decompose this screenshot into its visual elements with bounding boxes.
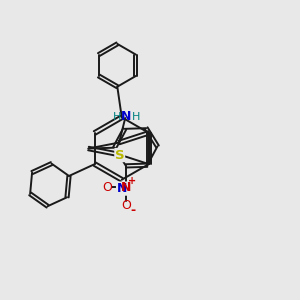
Text: N: N <box>121 110 131 123</box>
Text: +: + <box>128 176 136 186</box>
Text: N: N <box>117 182 127 195</box>
Text: -: - <box>130 204 135 217</box>
Text: H: H <box>132 112 140 122</box>
Text: S: S <box>115 148 124 162</box>
Text: N: N <box>121 181 131 194</box>
Text: O: O <box>121 199 131 212</box>
Text: H: H <box>112 112 121 122</box>
Text: O: O <box>103 181 112 194</box>
